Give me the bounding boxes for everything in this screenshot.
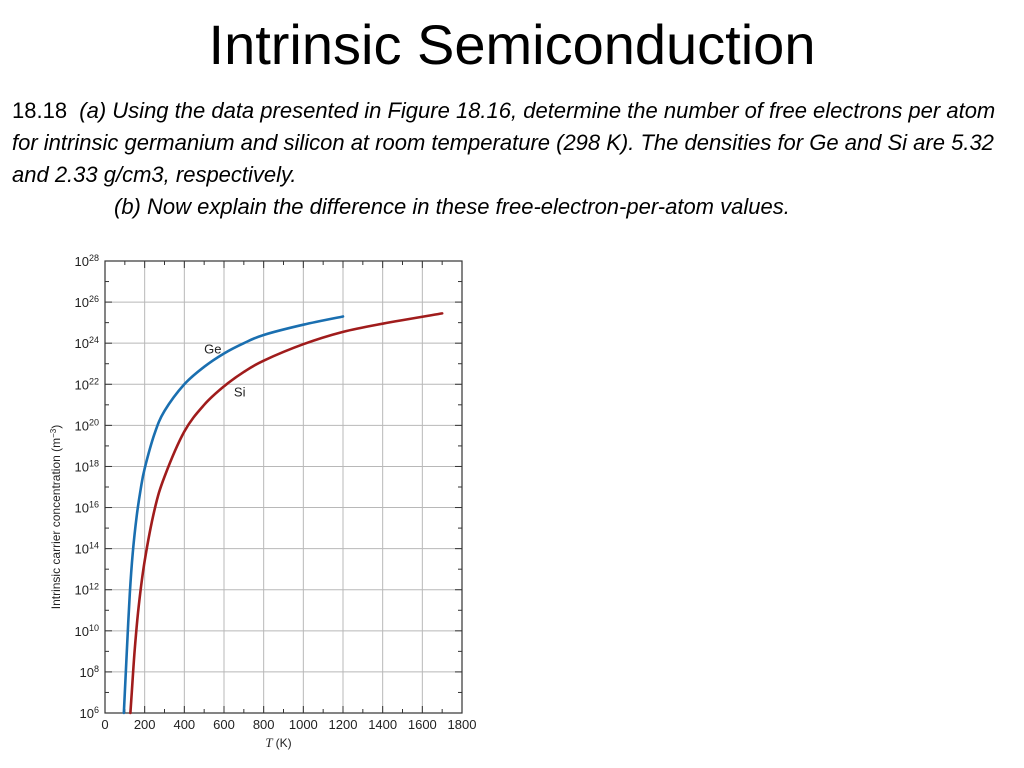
chart-grid [105,261,462,713]
y-tick-labels: 1028 1026 1024 1022 1020 1018 1016 1014 1012 1010… [75,253,99,721]
x-axis-label: T (K) [265,735,291,750]
y-axis-label: Intrinsic carrier concentration (m−3) [49,425,64,610]
y-tick-label: 1014 [75,541,99,557]
series-line-ge [122,315,345,715]
y-tick-label: 1024 [75,335,99,351]
x-tick-label: 1000 [289,717,318,732]
problem-number: 18.18 [12,98,68,123]
y-tick-label: 106 [80,705,99,721]
problem-part-b: (b) Now explain the difference in these … [114,194,790,219]
x-tick-label: 1800 [448,717,477,732]
problem-text: 18.18 (a) Using the data presented in Fi… [12,95,1016,223]
problem-part-a: (a) Using the data presented in Figure 1… [12,98,996,187]
y-tick-label: 1020 [75,417,99,433]
x-axis-label-symbol: T [265,735,273,750]
y-tick-label: 1016 [75,500,99,516]
x-tick-label: 400 [173,717,195,732]
x-tick-labels: 0 200 400 600 800 1000 1200 1400 1600 1800 [101,717,476,732]
x-tick-label: 1400 [368,717,397,732]
x-tick-label: 600 [213,717,235,732]
y-tick-label: 1022 [75,376,99,392]
y-tick-label: 1012 [75,582,99,598]
x-tick-label: 1200 [329,717,358,732]
y-tick-label: 1028 [75,253,99,269]
y-axis-label-text: Intrinsic carrier concentration (m [49,438,63,609]
series-label-ge: Ge [204,341,221,356]
y-axis-label-close: ) [49,425,63,429]
series-line-si [129,312,444,715]
y-tick-label: 1018 [75,458,99,474]
x-tick-label: 1600 [408,717,437,732]
y-tick-label: 1026 [75,294,99,310]
x-tick-label: 800 [253,717,275,732]
y-axis-label-exponent: −3 [49,428,58,438]
y-tick-label: 1010 [75,623,99,639]
x-tick-label: 0 [101,717,108,732]
x-tick-label: 200 [134,717,156,732]
x-axis-label-unit: (K) [276,736,292,750]
chart-ticks [104,260,463,714]
y-tick-label: 108 [80,664,99,680]
chart-series [122,312,444,715]
series-label-si: Si [234,385,246,400]
slide-title: Intrinsic Semiconduction [208,13,816,76]
